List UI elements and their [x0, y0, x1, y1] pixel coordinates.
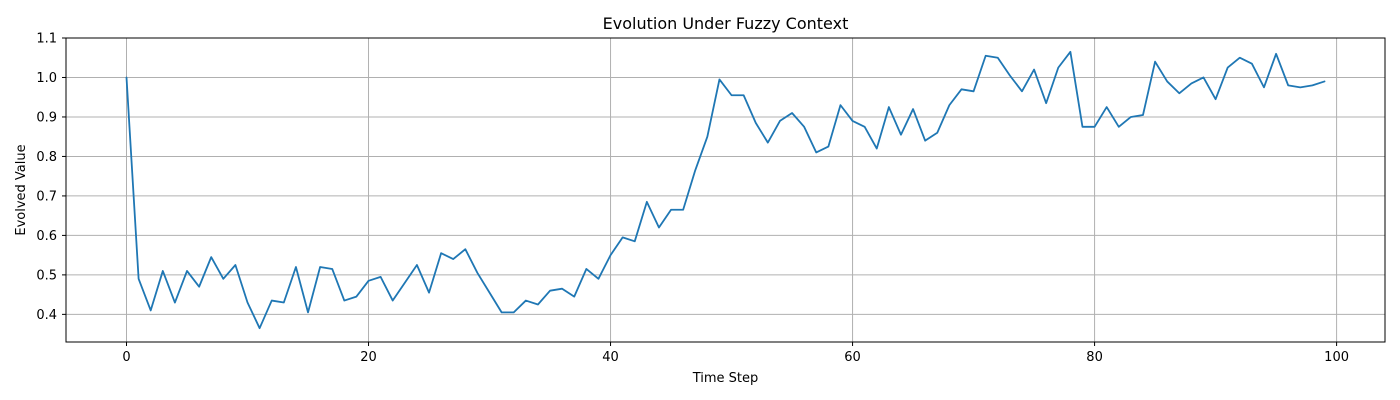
y-tick-label: 1.1 [36, 32, 57, 47]
x-tick-label: 100 [1324, 350, 1349, 365]
x-tick-label: 20 [360, 350, 377, 365]
y-tick-label: 0.4 [36, 308, 57, 323]
grid-layer [66, 37, 1385, 342]
x-tick-label: 80 [1086, 350, 1103, 365]
x-tick-label: 0 [122, 350, 130, 365]
series-layer [125, 50, 1326, 330]
y-tick-label: 1.0 [36, 71, 57, 86]
y-tick-label: 0.6 [36, 229, 57, 244]
x-axis-label: Time Step [692, 371, 759, 386]
y-tick-label: 0.5 [36, 268, 57, 283]
y-tick-label: 0.9 [36, 110, 57, 125]
y-axis-label: Evolved Value [14, 144, 29, 235]
x-tick-label: 60 [844, 350, 861, 365]
y-tick-label: 0.7 [36, 189, 57, 204]
x-tick-label: 40 [602, 350, 619, 365]
ticks-layer: 0 20 40 60 80 100 0.4 0.5 0.6 0.7 0.8 0.9 1.0 1.1 [36, 32, 1349, 366]
chart-title: Evolution Under Fuzzy Context [603, 14, 849, 33]
plot-frame [65, 37, 1386, 343]
series-line [125, 50, 1326, 330]
y-tick-label: 0.8 [36, 150, 57, 165]
